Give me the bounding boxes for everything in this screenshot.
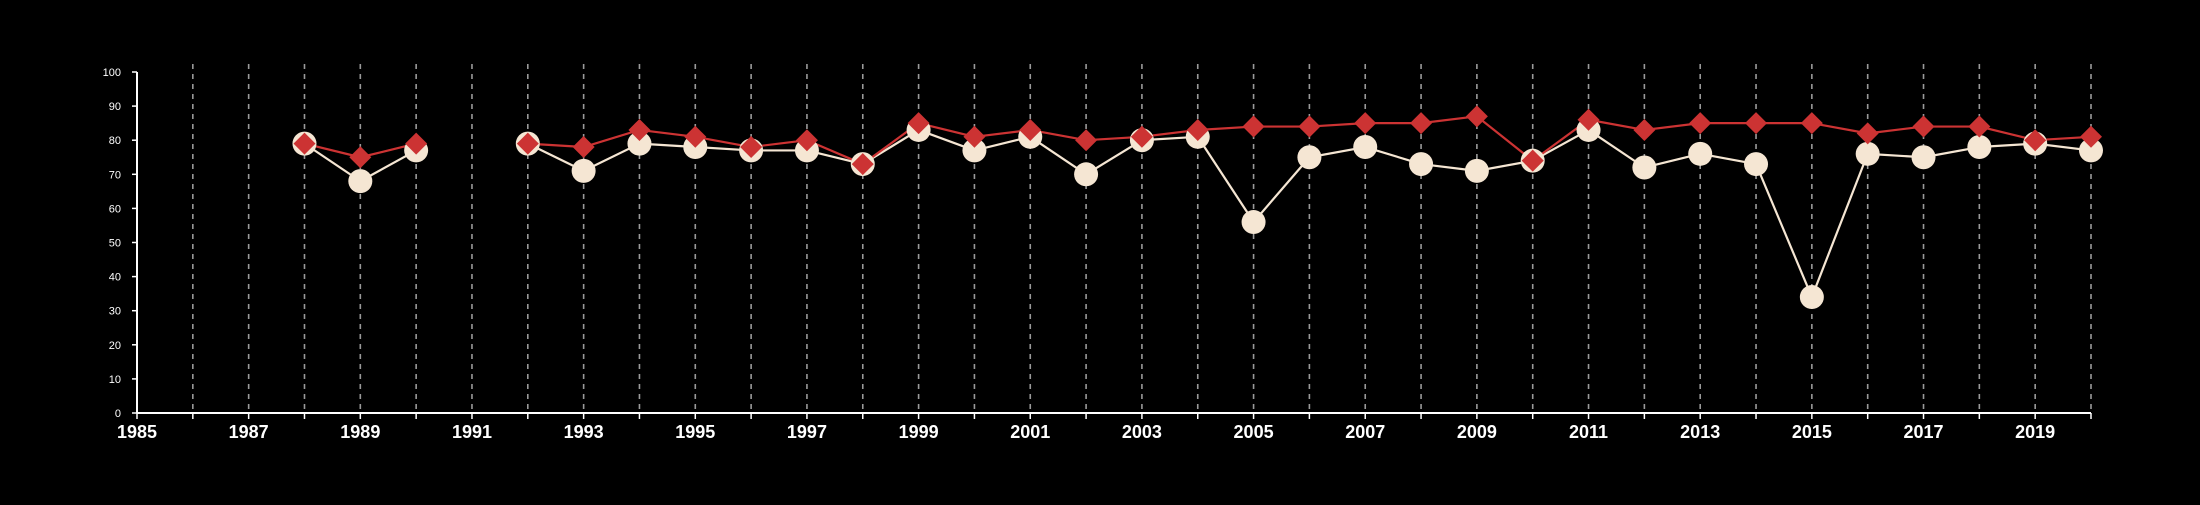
x-tick-label-2017: 2017	[1903, 422, 1943, 442]
series-1-point-1988	[293, 132, 316, 155]
series-1-point-1990	[405, 132, 428, 155]
series-1-point-2015	[1800, 112, 1823, 135]
series-1-point-1994	[628, 118, 651, 141]
series-1-point-1995	[684, 125, 707, 148]
x-tick-label-2005: 2005	[1234, 422, 1274, 442]
series-1-point-2020	[2080, 125, 2102, 148]
x-tick-label-2013: 2013	[1680, 422, 1720, 442]
x-tick-label-1989: 1989	[340, 422, 380, 442]
series-0-point-2014	[1744, 152, 1769, 177]
series-1-point-2016	[1856, 122, 1879, 145]
series-1-point-2012	[1633, 118, 1656, 141]
x-tick-label-2003: 2003	[1122, 422, 1162, 442]
series-1-point-2001	[1019, 118, 1042, 141]
x-tick-label-1993: 1993	[564, 422, 604, 442]
y-tick-label-40: 40	[109, 272, 121, 284]
series-1-point-2007	[1354, 112, 1377, 135]
series-1-point-1989	[349, 146, 372, 169]
series-1-point-2013	[1689, 112, 1712, 135]
series-0-point-2005	[1241, 210, 1266, 235]
series-1-point-1992	[516, 132, 539, 155]
x-tick-label-1995: 1995	[675, 422, 715, 442]
x-tick-label-1991: 1991	[452, 422, 492, 442]
y-tick-label-100: 100	[103, 67, 121, 79]
series-0-point-2008	[1409, 152, 1434, 177]
series-1-point-2006	[1298, 115, 1321, 138]
series-1-point-2010	[1521, 149, 1544, 172]
y-tick-label-60: 60	[109, 203, 121, 215]
series-1-point-2009	[1465, 105, 1488, 128]
series-0-point-2013	[1688, 141, 1713, 166]
series-1-point-1997	[795, 129, 818, 152]
series-0-point-2018	[1967, 135, 1992, 160]
x-tick-label-2001: 2001	[1010, 422, 1050, 442]
axes: 0 10 20 30 40 50 60 70 80 90 100 1985 1987 1989 1991 19…	[103, 67, 2092, 442]
x-tick-label-1985: 1985	[117, 422, 157, 442]
series-1-point-2011	[1577, 108, 1600, 131]
series-1-point-1996	[740, 136, 763, 159]
series-1-point-1993	[572, 136, 595, 159]
series-1-point-2002	[1075, 129, 1098, 152]
series-1-point-2018	[1968, 115, 1991, 138]
x-tick-label-2011: 2011	[1569, 422, 1608, 442]
series-1-point-2019	[2024, 129, 2047, 152]
series-0-point-1994	[627, 131, 652, 156]
series-0-point-1993	[571, 158, 596, 183]
x-tick-label-1997: 1997	[787, 422, 827, 442]
grid-lines	[192, 64, 2092, 413]
x-tick-label-2019: 2019	[2015, 422, 2055, 442]
series-markers	[292, 105, 2103, 310]
x-tick-label-1987: 1987	[229, 422, 269, 442]
series-0-point-2007	[1353, 135, 1378, 160]
series-0-point-2017	[1911, 145, 1936, 170]
series-0-point-2020	[2079, 138, 2103, 163]
series-1-point-2008	[1410, 112, 1433, 135]
series-0-point-1989	[348, 169, 373, 194]
series-0-point-2000	[962, 138, 987, 163]
series-0-point-2009	[1464, 158, 1489, 183]
series-0-point-2016	[1855, 141, 1880, 166]
x-tick-label-2015: 2015	[1792, 422, 1832, 442]
y-tick-label-0: 0	[115, 408, 121, 420]
x-tick-label-2009: 2009	[1457, 422, 1497, 442]
series-0-point-2002	[1074, 162, 1099, 187]
series-1-point-2000	[963, 125, 986, 148]
series-1-point-2004	[1186, 118, 1209, 141]
y-tick-label-20: 20	[109, 340, 121, 352]
y-tick-label-30: 30	[109, 306, 121, 318]
series-1-point-2005	[1242, 115, 1265, 138]
series-0-point-2006	[1297, 145, 1322, 170]
y-tick-label-80: 80	[109, 135, 121, 147]
x-tick-label-2007: 2007	[1345, 422, 1385, 442]
y-tick-label-10: 10	[109, 374, 121, 386]
series-1-point-1999	[907, 112, 930, 135]
series-1-point-2003	[1130, 125, 1153, 148]
series-1-point-2014	[1745, 112, 1768, 135]
series-0-point-2015	[1799, 285, 1824, 310]
y-tick-label-50: 50	[109, 238, 121, 250]
y-tick-label-70: 70	[109, 169, 121, 181]
series-1-point-1998	[851, 153, 874, 176]
series-1-point-2017	[1912, 115, 1935, 138]
x-tick-label-1999: 1999	[899, 422, 939, 442]
series-0-point-2012	[1632, 155, 1657, 180]
y-tick-label-90: 90	[109, 101, 121, 113]
